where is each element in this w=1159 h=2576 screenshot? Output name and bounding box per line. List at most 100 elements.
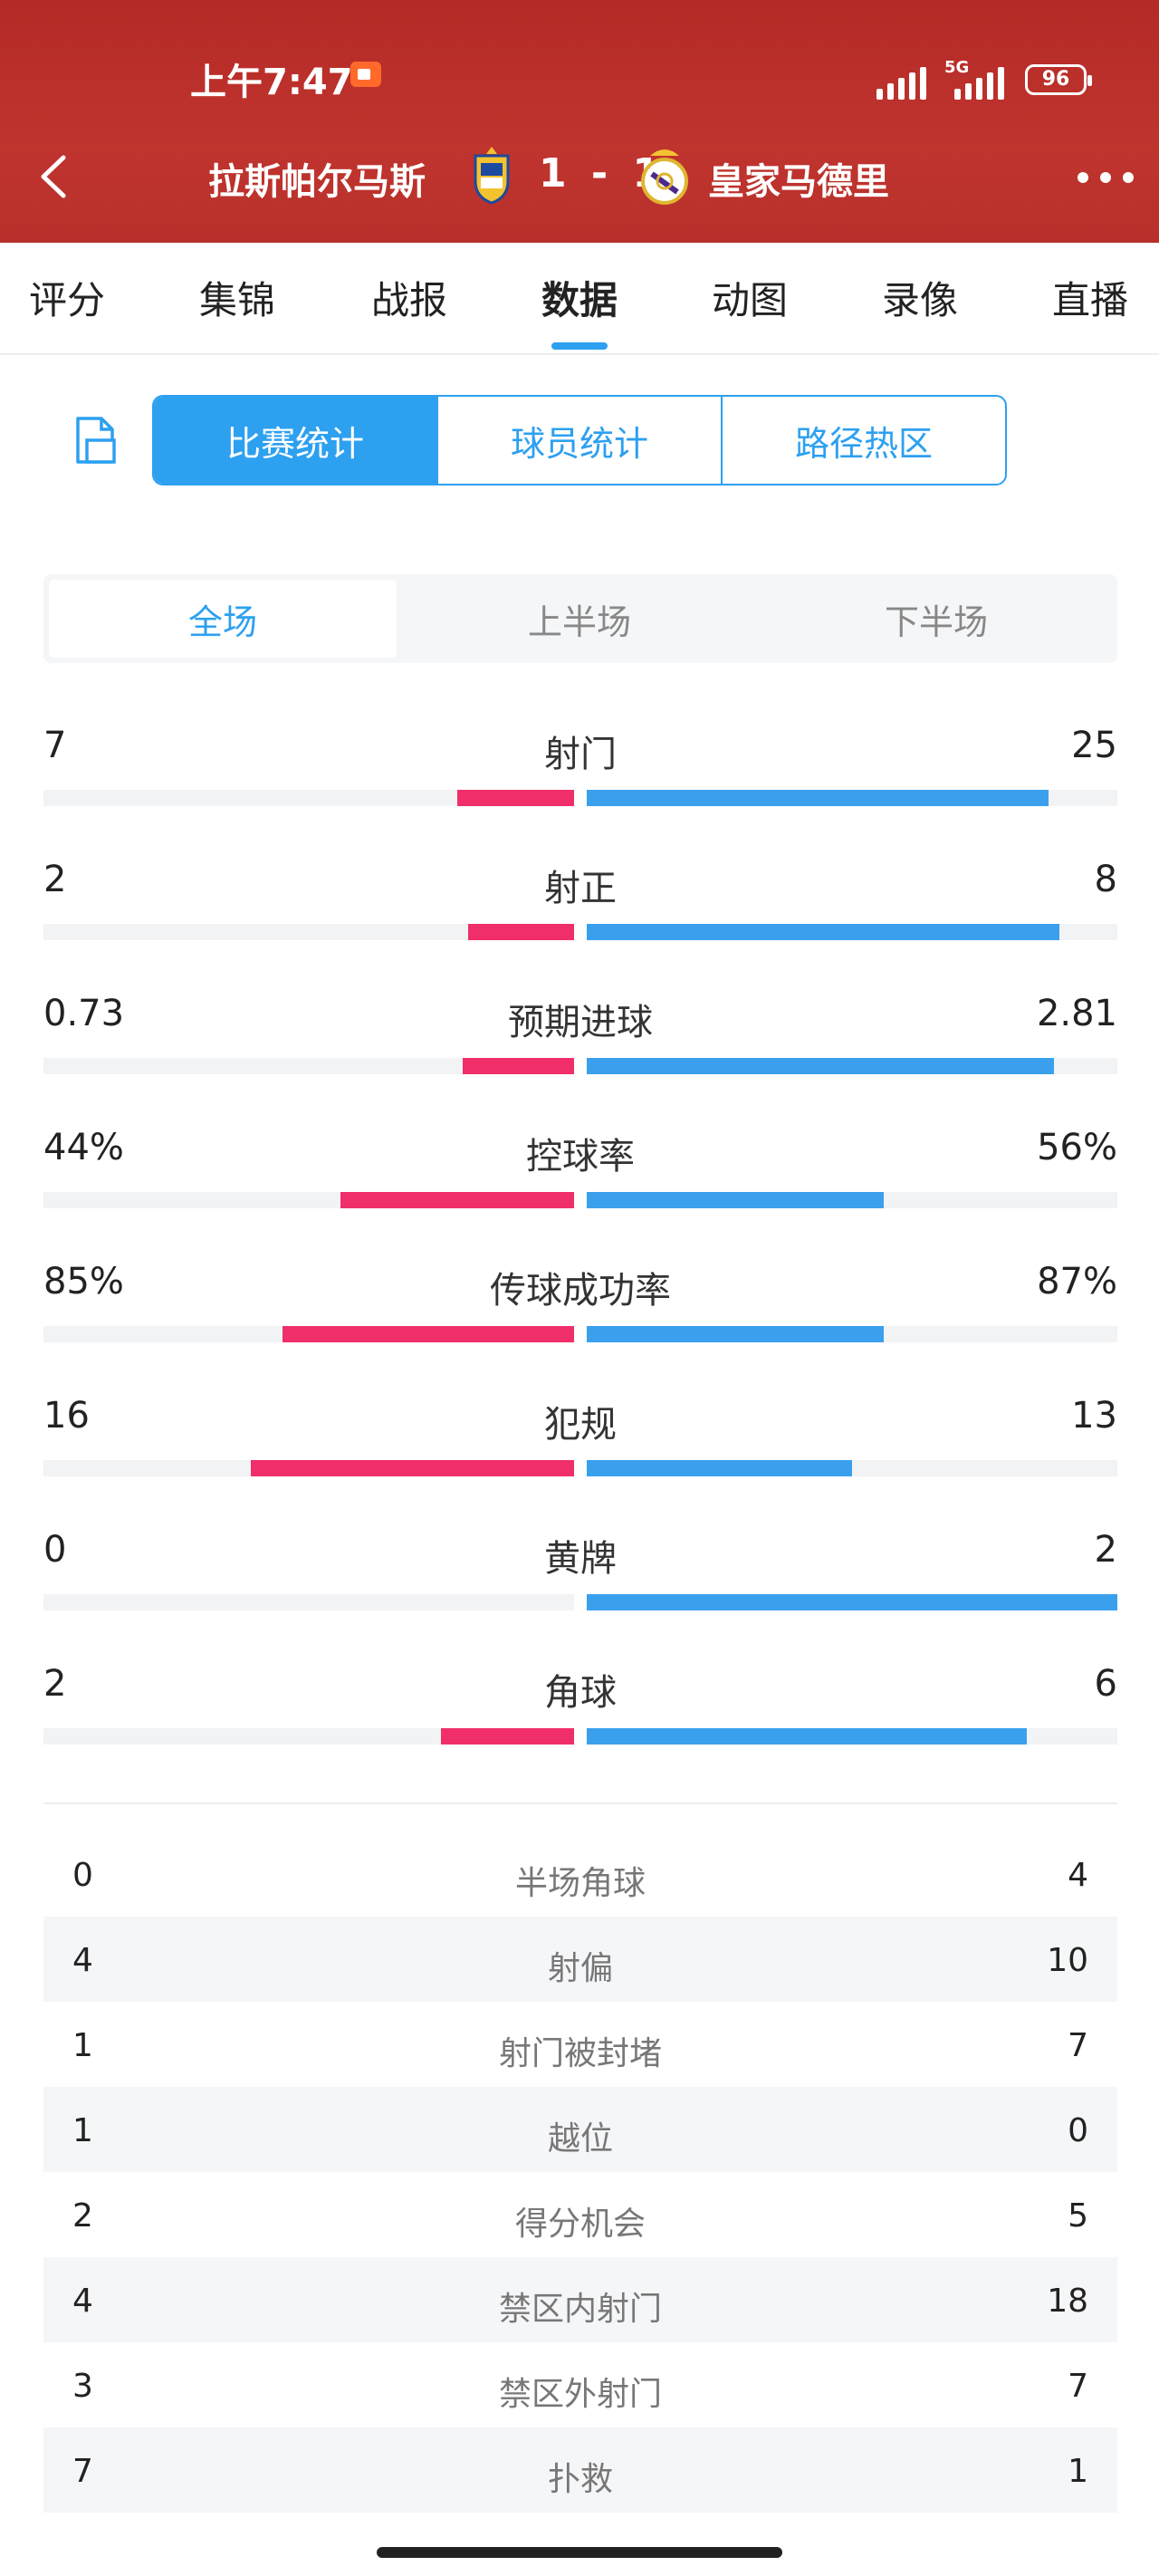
home-bar-track	[43, 924, 574, 940]
record-icon	[350, 62, 381, 87]
home-bar-fill	[468, 924, 574, 940]
home-stat-value: 4	[72, 2283, 93, 2320]
away-bar-track	[587, 1192, 1117, 1208]
stat-name: 传球成功率	[490, 1270, 671, 1312]
away-bar-fill	[587, 1326, 884, 1342]
active-tab-indicator	[551, 342, 608, 350]
back-icon[interactable]	[34, 154, 74, 199]
away-bar-track	[587, 1326, 1117, 1342]
tab-gifs[interactable]: 动图	[711, 278, 789, 322]
tab-live[interactable]: 直播	[1051, 278, 1129, 322]
stat-name: 黄牌	[544, 1538, 617, 1580]
away-stat-value: 2	[1094, 1529, 1117, 1571]
segment-player-stats[interactable]: 球员统计	[438, 397, 723, 484]
home-stat-value: 2	[43, 1663, 67, 1705]
away-bar-track	[587, 1058, 1117, 1074]
away-stat-value: 7	[1068, 2027, 1088, 2064]
away-bar-track	[587, 1594, 1117, 1610]
away-stat-value: 0	[1068, 2112, 1088, 2149]
away-bar-fill	[587, 1192, 884, 1208]
home-bar-track	[43, 1460, 574, 1476]
document-icon[interactable]	[71, 415, 121, 466]
home-team-name: 拉斯帕尔马斯	[208, 161, 426, 203]
home-stat-value: 3	[72, 2368, 93, 2405]
stat-name: 射门	[544, 734, 617, 775]
stat-bar-row: 2 角球 6	[43, 1663, 1117, 1745]
more-icon[interactable]	[1078, 172, 1134, 185]
home-bar-track	[43, 1192, 574, 1208]
stat-name: 得分机会	[514, 2206, 647, 2243]
home-stat-value: 1	[72, 2027, 93, 2064]
table-row: 1 越位 0	[43, 2087, 1117, 2172]
table-row: 3 禁区外射门 7	[43, 2342, 1117, 2427]
stat-bar-row: 2 射正 8	[43, 859, 1117, 940]
away-stat-value: 1	[1068, 2453, 1088, 2490]
away-bar-fill	[587, 1728, 1027, 1745]
stat-bar-row: 0 黄牌 2	[43, 1529, 1117, 1610]
home-bar-track	[43, 1728, 574, 1745]
period-second-half[interactable]: 下半场	[884, 601, 988, 642]
stat-bar-row: 44% 控球率 56%	[43, 1127, 1117, 1208]
stat-name: 扑救	[547, 2461, 614, 2498]
away-stat-value: 6	[1094, 1663, 1117, 1705]
home-bar-track	[43, 1326, 574, 1342]
stat-name: 控球率	[526, 1136, 635, 1177]
stat-bar-row: 0.73 预期进球 2.81	[43, 993, 1117, 1074]
away-bar-fill	[587, 1460, 852, 1476]
away-stat-value: 25	[1071, 725, 1117, 766]
stat-name: 射偏	[547, 1950, 614, 1987]
period-selector: 全场 上半场 下半场	[43, 574, 1117, 663]
period-full-match[interactable]: 全场	[49, 580, 397, 658]
away-bar-track	[587, 1460, 1117, 1476]
status-time: 上午7:47	[190, 62, 353, 103]
home-stat-value: 1	[72, 2112, 93, 2149]
away-bar-track	[587, 924, 1117, 940]
match-header: 上午7:47 5G 96 拉斯帕尔马斯 1 - 1 皇家马德里	[0, 0, 1159, 243]
tab-replay[interactable]: 录像	[881, 278, 959, 322]
stat-name: 预期进球	[508, 1002, 653, 1043]
home-stat-value: 85%	[43, 1261, 124, 1302]
stat-bar-row: 85% 传球成功率 87%	[43, 1261, 1117, 1342]
away-bar-track	[587, 790, 1117, 806]
stats-type-switcher: 比赛统计 球员统计 路径热区	[152, 395, 1007, 485]
signal-icon-2	[954, 67, 1004, 100]
home-stat-value: 0.73	[43, 993, 125, 1034]
period-first-half[interactable]: 上半场	[527, 601, 631, 642]
tab-highlights[interactable]: 集锦	[198, 278, 276, 322]
home-bar-fill	[340, 1192, 574, 1208]
stat-name: 禁区外射门	[498, 2376, 663, 2413]
home-bar-fill	[463, 1058, 574, 1074]
home-bar-fill	[283, 1326, 574, 1342]
stat-name: 禁区内射门	[498, 2291, 663, 2328]
home-stat-value: 7	[43, 725, 67, 766]
segment-match-stats[interactable]: 比赛统计	[154, 397, 438, 484]
table-row: 2 得分机会 5	[43, 2172, 1117, 2257]
stat-name: 角球	[544, 1672, 617, 1714]
home-stat-value: 16	[43, 1395, 90, 1437]
table-row: 0 半场角球 4	[43, 1831, 1117, 1917]
stat-bar-row: 16 犯规 13	[43, 1395, 1117, 1476]
status-bar: 上午7:47 5G 96	[0, 45, 1159, 109]
table-row: 7 扑救 1	[43, 2427, 1117, 2513]
home-bar-fill	[441, 1728, 574, 1745]
signal-icon	[876, 67, 926, 100]
stat-bar-row: 7 射门 25	[43, 725, 1117, 806]
home-stat-value: 0	[43, 1529, 67, 1571]
home-bar-fill	[251, 1460, 574, 1476]
away-stat-value: 7	[1068, 2368, 1088, 2405]
home-team-crest-icon	[474, 147, 510, 205]
away-stat-value: 8	[1094, 859, 1117, 900]
tab-rating[interactable]: 评分	[28, 278, 106, 322]
home-bar-track	[43, 1594, 574, 1610]
segment-heatmap[interactable]: 路径热区	[794, 423, 933, 464]
home-indicator	[377, 2547, 782, 2558]
away-bar-fill	[587, 1058, 1054, 1074]
away-bar-fill	[587, 1594, 1117, 1610]
match-score: 1 - 1	[539, 150, 666, 197]
away-stat-value: 10	[1047, 1942, 1088, 1979]
home-stat-value: 2	[72, 2197, 93, 2235]
home-stat-value: 44%	[43, 1127, 124, 1168]
away-stat-value: 13	[1071, 1395, 1117, 1437]
tab-data[interactable]: 数据	[541, 278, 618, 322]
tab-report[interactable]: 战报	[370, 278, 448, 322]
